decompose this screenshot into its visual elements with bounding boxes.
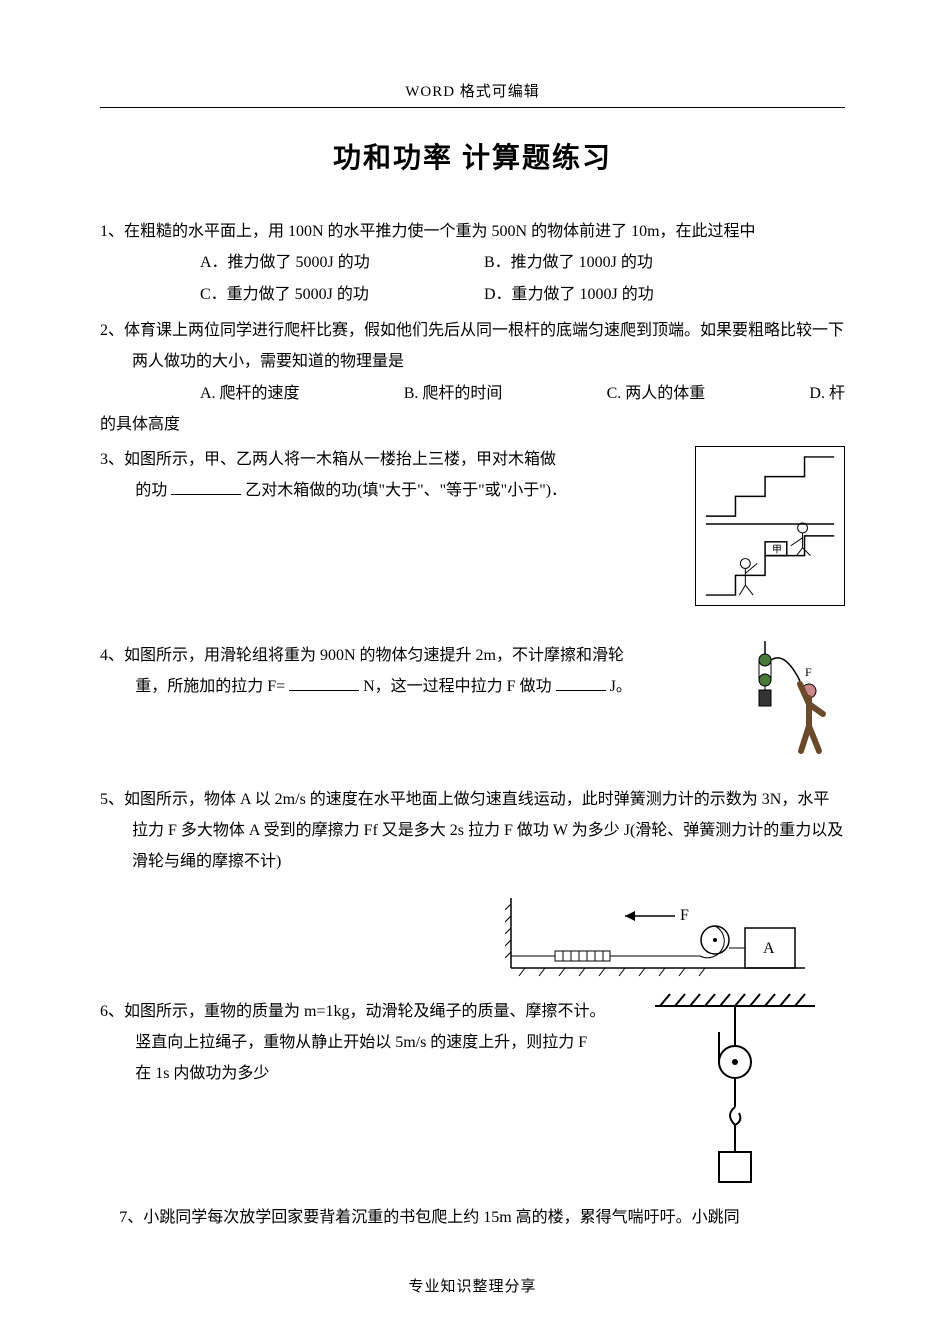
q7-text: 7、小跳同学每次放学回家要背着沉重的书包爬上约 15m 高的楼，累得气喘吁吁。小… (100, 1202, 845, 1233)
q5-text: 5、如图所示，物体 A 以 2m/s 的速度在水平地面上做匀速直线运动，此时弹簧… (100, 784, 845, 878)
header-label: WORD 格式可编辑 (100, 80, 845, 101)
q3-line2b: 乙对木箱做的功(填"大于"、"等于"或"小于")． (245, 482, 567, 499)
q2-opt-d: D. 杆 (809, 378, 845, 409)
q4-figure: F (745, 636, 845, 756)
q1-opt-b: B．推力做了 1000J 的功 (484, 247, 764, 279)
q4-line2b: N，这一过程中拉力 F 做功 (363, 678, 551, 695)
question-1: 1、在粗糙的水平面上，用 100N 的水平推力使一个重为 500N 的物体前进了… (100, 216, 845, 311)
q5-a-label: A (763, 940, 775, 957)
q4-line1: 4、如图所示，用滑轮组将重为 900N 的物体匀速提升 2m，不计摩擦和滑轮 (100, 640, 727, 671)
question-5: 5、如图所示，物体 A 以 2m/s 的速度在水平地面上做匀速直线运动，此时弹簧… (100, 784, 845, 978)
q3-blank (171, 479, 241, 495)
q4-f-label: F (805, 665, 812, 679)
q3-line2a: 的功 (135, 482, 167, 499)
header-rule (100, 107, 845, 108)
q1-text: 1、在粗糙的水平面上，用 100N 的水平推力使一个重为 500N 的物体前进了… (100, 216, 845, 247)
q1-opt-d: D．重力做了 1000J 的功 (484, 279, 764, 311)
question-7: 7、小跳同学每次放学回家要背着沉重的书包爬上约 15m 高的楼，累得气喘吁吁。小… (100, 1202, 845, 1233)
q4-blank1 (289, 675, 359, 691)
q4-line2a: 重，所施加的拉力 F= (135, 678, 285, 695)
q3-line1: 3、如图所示，甲、乙两人将一木箱从一楼抬上三楼，甲对木箱做 (100, 444, 677, 475)
q2-opt-a: A. 爬杆的速度 (200, 378, 300, 409)
question-3: 3、如图所示，甲、乙两人将一木箱从一楼抬上三楼，甲对木箱做 的功 乙对木箱做的功… (100, 444, 845, 606)
q3-figure: 甲 (695, 446, 845, 606)
svg-text:甲: 甲 (772, 545, 782, 556)
q2-opt-c: C. 两人的体重 (607, 378, 706, 409)
q6-line1: 6、如图所示，重物的质量为 m=1kg，动滑轮及绳子的质量、摩擦不计。 (100, 996, 627, 1027)
question-2: 2、体育课上两位同学进行爬杆比赛，假如他们先后从同一根杆的底端匀速爬到顶端。如果… (100, 315, 845, 440)
q4-line2c: J。 (610, 678, 632, 695)
question-4: 4、如图所示，用滑轮组将重为 900N 的物体匀速提升 2m，不计摩擦和滑轮 重… (100, 640, 845, 756)
q6-line2: 竖直向上拉绳子，重物从静止开始以 5m/s 的速度上升，则拉力 F (100, 1027, 627, 1058)
q1-opt-a: A．推力做了 5000J 的功 (200, 247, 480, 279)
q5-f-label: F (680, 907, 689, 924)
q5-figure: F A (505, 898, 805, 978)
q2-opt-b: B. 爬杆的时间 (404, 378, 503, 409)
q2-text: 2、体育课上两位同学进行爬杆比赛，假如他们先后从同一根杆的底端匀速爬到顶端。如果… (100, 315, 845, 377)
q1-opt-c: C．重力做了 5000J 的功 (200, 279, 480, 311)
q4-blank2 (556, 675, 606, 691)
q2-tail: 的具体高度 (100, 409, 845, 440)
footer-label: 专业知识整理分享 (0, 1275, 945, 1296)
q6-line3: 在 1s 内做功为多少 (100, 1058, 627, 1089)
doc-title: 功和功率 计算题练习 (100, 136, 845, 176)
q6-figure (645, 992, 845, 1192)
question-6: 6、如图所示，重物的质量为 m=1kg，动滑轮及绳子的质量、摩擦不计。 竖直向上… (100, 996, 845, 1192)
